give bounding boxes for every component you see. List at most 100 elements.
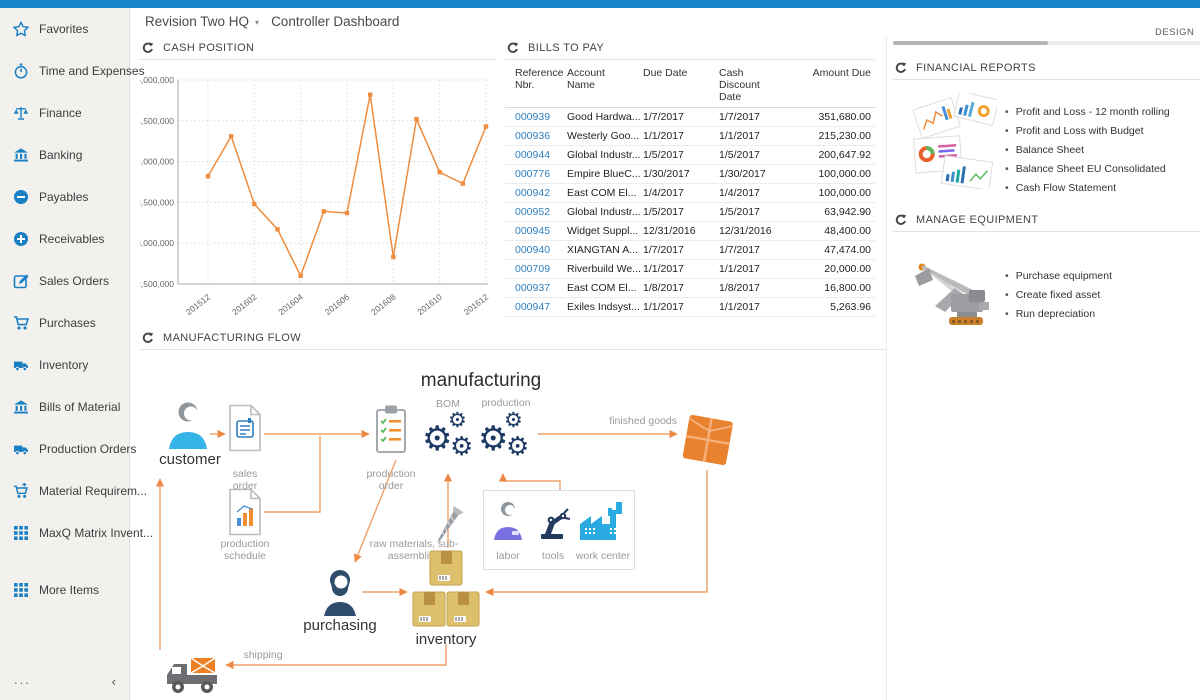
reference-link[interactable]: 000936 [515, 130, 551, 142]
cash-position-widget: CASH POSITION [140, 40, 496, 60]
column-header[interactable]: Reference Nbr. [515, 67, 564, 91]
page-title: Controller Dashboard [271, 14, 400, 29]
flow-arrows [155, 429, 708, 670]
tools-robot-arm-icon [541, 508, 570, 539]
reference-link[interactable]: 000947 [515, 301, 551, 313]
report-link[interactable]: • Profit and Loss with Budget [1005, 125, 1144, 137]
report-link[interactable]: • Create fixed asset [1005, 289, 1101, 301]
sidebar-item-time-and-expenses[interactable]: Time and Expenses [0, 50, 145, 92]
sidebar-item-maxq-matrix-invent[interactable]: MaxQ Matrix Invent... [0, 512, 153, 554]
table-cell: Widget Suppl... [567, 225, 639, 237]
reference-link[interactable]: 000940 [515, 244, 551, 256]
flow-purchasing-label: purchasing [303, 617, 377, 634]
table-row[interactable]: 000937 East COM El... 1/8/2017 1/8/2017 16,8… [505, 279, 875, 298]
report-link[interactable]: • Profit and Loss - 12 month rolling [1005, 106, 1170, 118]
sidebar-item-receivables[interactable]: Receivables [0, 218, 129, 260]
design-button[interactable]: DESIGN [1155, 27, 1195, 38]
widget-title-label: MANUFACTURING FLOW [163, 332, 301, 344]
svg-text:201606: 201606 [323, 292, 352, 318]
sidebar-item-label: Payables [39, 190, 89, 204]
reference-link[interactable]: 000942 [515, 187, 551, 199]
flow-work-center-label: work center [575, 550, 631, 562]
table-cell: Riverbuild We... [567, 263, 641, 275]
sidebar-item-production-orders[interactable]: Production Orders [0, 428, 136, 470]
flow-customer-label: customer [159, 451, 221, 468]
reference-link[interactable]: 000952 [515, 206, 551, 218]
company-selector[interactable]: Revision Two HQ [145, 14, 250, 29]
sidebar-item-material-requirem[interactable]: Material Requirem... [0, 470, 147, 512]
sidebar-collapse-icon[interactable]: ‹ [111, 674, 116, 689]
table-row[interactable]: 000947 Exiles Indsyst... 1/1/2017 1/1/2017 5… [505, 298, 875, 317]
table-row[interactable]: 000940 XIANGTAN A... 1/7/2017 1/7/2017 47,47… [505, 241, 875, 260]
crane-illustration [915, 263, 989, 325]
reference-link[interactable]: 000939 [515, 111, 551, 123]
refresh-icon[interactable] [142, 42, 154, 54]
sidebar-footer: ... ‹ [0, 672, 130, 692]
column-header[interactable]: Amount Due [812, 67, 871, 79]
table-row[interactable]: 000944 Global Industr... 1/5/2017 1/5/2017 2… [505, 146, 875, 165]
flow-production-order-label: production order [366, 468, 416, 492]
sidebar-item-payables[interactable]: Payables [0, 176, 129, 218]
sidebar-item-favorites[interactable]: Favorites [0, 8, 129, 50]
column-header[interactable]: Due Date [643, 67, 688, 79]
cash-position-chart: 62,500,000 63,000,000 63,500,000 64,000,000… [131, 72, 496, 322]
reference-link[interactable]: 000709 [515, 263, 551, 275]
manufacturing-flow-diagram: manufacturing BOM production customer sa… [140, 352, 886, 700]
table-cell: 12/31/2016 [643, 225, 696, 237]
grid-icon [13, 582, 29, 598]
table-cell: Global Industr... [567, 149, 641, 161]
report-link[interactable]: • Purchase equipment [1005, 270, 1112, 282]
sidebar-item-sales-orders[interactable]: Sales Orders [0, 260, 129, 302]
chevron-down-icon[interactable]: ▾ [255, 18, 260, 27]
svg-text:201602: 201602 [230, 292, 259, 318]
sidebar-item-label: Finance [39, 106, 82, 120]
table-row[interactable]: 000945 Widget Suppl... 12/31/2016 12/31/201… [505, 222, 875, 241]
sidebar-item-label: Production Orders [39, 442, 137, 456]
sidebar-item-banking[interactable]: Banking [0, 134, 129, 176]
table-cell: 215,230.00 [818, 130, 871, 142]
column-header[interactable]: Account Name [567, 67, 605, 91]
svg-text:63,500,000: 63,500,000 [140, 197, 174, 207]
table-cell: 1/1/2017 [643, 301, 684, 313]
column-header[interactable]: Cash Discount Date [719, 67, 760, 103]
equipment-links: • Purchase equipment • Create fixed asset • R… [1005, 270, 1112, 327]
report-link[interactable]: • Balance Sheet [1005, 144, 1084, 156]
scales-icon [13, 105, 29, 121]
report-link[interactable]: • Run depreciation [1005, 308, 1096, 320]
production-schedule-icon [229, 488, 261, 536]
scrollbar-thumb[interactable] [893, 41, 1048, 45]
table-row[interactable]: 000936 Westerly Goo... 1/1/2017 1/1/2017 215… [505, 127, 875, 146]
reference-link[interactable]: 000937 [515, 282, 551, 294]
manufacturing-flow-widget: MANUFACTURING FLOW [140, 330, 886, 350]
sidebar-item-bills-of-material[interactable]: Bills of Material [0, 386, 129, 428]
report-link[interactable]: • Balance Sheet EU Consolidated [1005, 163, 1166, 175]
table-row[interactable]: 000952 Global Industr... 1/5/2017 1/5/2017 6… [505, 203, 875, 222]
table-cell: 1/7/2017 [719, 244, 760, 256]
sidebar-item-inventory[interactable]: Inventory [0, 344, 129, 386]
reference-link[interactable]: 000944 [515, 149, 551, 161]
refresh-icon[interactable] [142, 332, 154, 344]
table-row[interactable]: 000942 East COM El... 1/4/2017 1/4/2017 100,… [505, 184, 875, 203]
refresh-icon[interactable] [895, 214, 907, 226]
refresh-icon[interactable] [895, 62, 907, 74]
bills-table: Reference Nbr. Account Name Due Date Cash D… [505, 64, 875, 317]
sidebar-item-purchases[interactable]: Purchases [0, 302, 129, 344]
reference-link[interactable]: 000945 [515, 225, 551, 237]
table-cell: Westerly Goo... [567, 130, 640, 142]
manage-equipment-widget: MANAGE EQUIPMENT • Purchase equipment • Cre… [893, 212, 1200, 352]
sidebar-more-icon[interactable]: ... [14, 672, 31, 687]
table-cell: 1/7/2017 [719, 111, 760, 123]
table-cell: 1/7/2017 [643, 244, 684, 256]
table-row[interactable]: 000939 Good Hardwa... 1/7/2017 1/7/2017 351,… [505, 108, 875, 127]
production-order-icon [376, 405, 406, 453]
report-link[interactable]: • Cash Flow Statement [1005, 182, 1117, 194]
reference-link[interactable]: 000776 [515, 168, 551, 180]
table-row[interactable]: 000709 Riverbuild We... 1/1/2017 1/1/2017 20… [505, 260, 875, 279]
bank-icon [13, 399, 29, 415]
table-row[interactable]: 000776 Empire BlueC... 1/30/2017 1/30/2017 1… [505, 165, 875, 184]
refresh-icon[interactable] [507, 42, 519, 54]
sidebar-item-finance[interactable]: Finance [0, 92, 129, 134]
table-cell: 1/5/2017 [719, 149, 760, 161]
work-center-factory-icon [580, 502, 622, 540]
sidebar-item-more-items[interactable]: More Items [0, 569, 129, 611]
